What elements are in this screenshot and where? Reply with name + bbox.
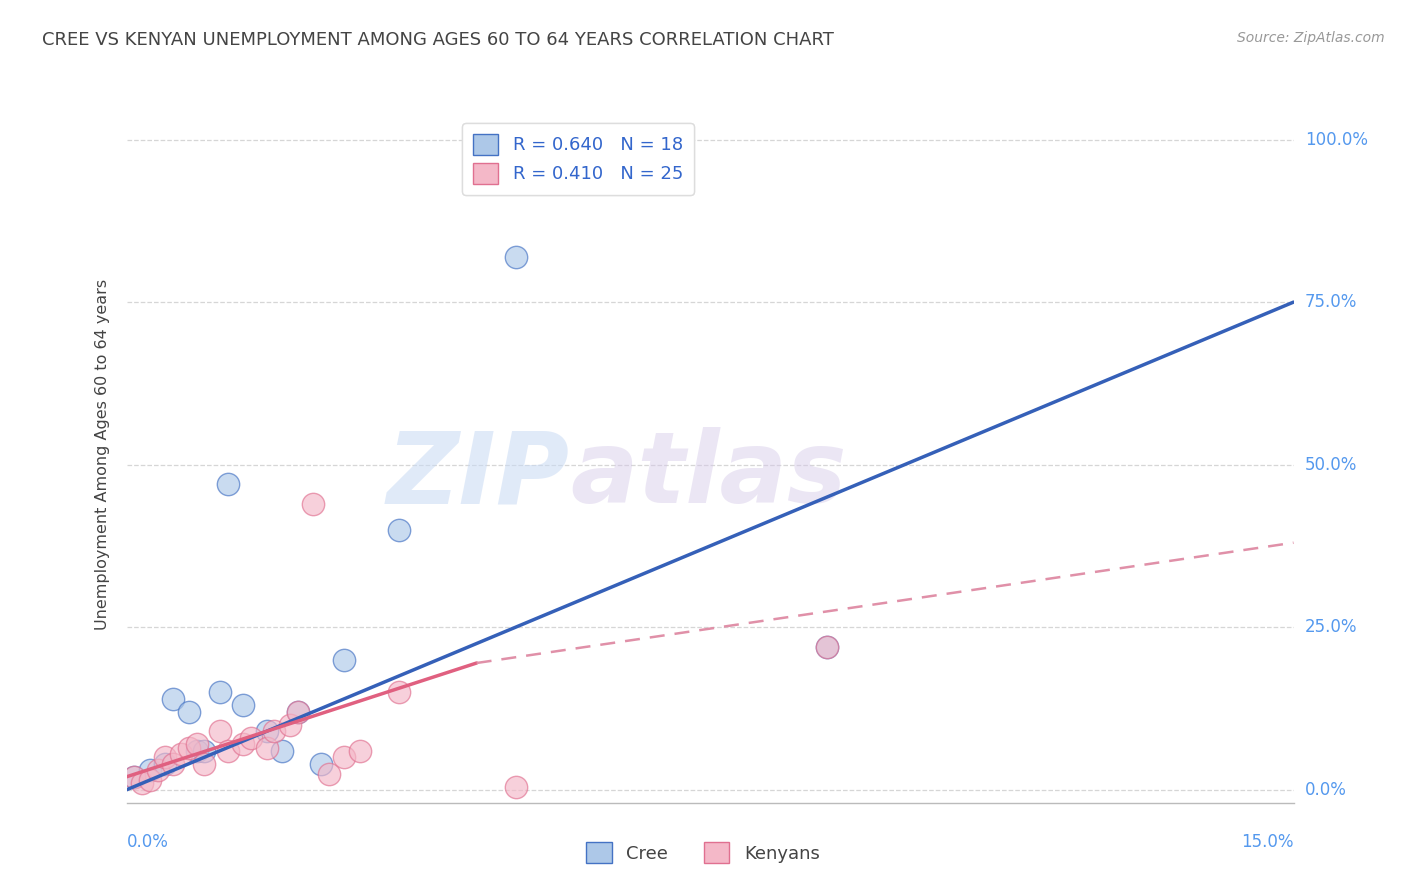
Point [139, 764, 162, 778]
Point [309, 756, 332, 771]
Point [193, 744, 215, 758]
Text: CREE VS KENYAN UNEMPLOYMENT AMONG AGES 60 TO 64 YEARS CORRELATION CHART: CREE VS KENYAN UNEMPLOYMENT AMONG AGES 6… [42, 31, 834, 49]
Point [333, 750, 356, 764]
Point [186, 737, 208, 751]
Point [263, 724, 285, 739]
Point [155, 750, 177, 764]
Point [232, 698, 254, 713]
Point [256, 724, 278, 739]
Point [208, 685, 231, 699]
Text: Source: ZipAtlas.com: Source: ZipAtlas.com [1237, 31, 1385, 45]
Point [349, 744, 371, 758]
Text: 75.0%: 75.0% [1305, 293, 1357, 311]
Text: 0.0%: 0.0% [1305, 780, 1347, 799]
Point [177, 740, 200, 755]
Point [124, 770, 146, 784]
Point [208, 724, 231, 739]
Text: 50.0%: 50.0% [1305, 456, 1357, 474]
Text: 25.0%: 25.0% [1305, 618, 1357, 636]
Legend: Cree, Kenyans: Cree, Kenyans [575, 831, 831, 874]
Point [217, 477, 239, 491]
Point [146, 764, 169, 778]
Point [505, 780, 527, 794]
Point [177, 705, 200, 719]
Point [271, 744, 294, 758]
Text: 15.0%: 15.0% [1241, 833, 1294, 851]
Point [124, 770, 146, 784]
Point [505, 250, 527, 264]
Point [815, 640, 838, 654]
Point [162, 756, 184, 771]
Text: 0.0%: 0.0% [127, 833, 169, 851]
Point [278, 718, 301, 732]
Point [815, 640, 838, 654]
Point [155, 756, 177, 771]
Point [287, 705, 309, 719]
Point [162, 691, 184, 706]
Point [318, 766, 340, 780]
Point [333, 653, 356, 667]
Point [388, 685, 411, 699]
Point [131, 776, 153, 790]
Text: 100.0%: 100.0% [1305, 130, 1368, 149]
Point [240, 731, 263, 745]
Point [256, 740, 278, 755]
Text: ZIP: ZIP [387, 427, 569, 524]
Point [287, 705, 309, 719]
Y-axis label: Unemployment Among Ages 60 to 64 years: Unemployment Among Ages 60 to 64 years [94, 279, 110, 631]
Point [302, 497, 325, 511]
Text: atlas: atlas [569, 427, 846, 524]
Point [388, 523, 411, 537]
Point [139, 772, 162, 787]
Point [186, 744, 208, 758]
Point [170, 747, 193, 761]
Legend: R = 0.640   N = 18, R = 0.410   N = 25: R = 0.640 N = 18, R = 0.410 N = 25 [463, 123, 695, 194]
Point [217, 744, 239, 758]
Point [193, 756, 215, 771]
Point [232, 737, 254, 751]
